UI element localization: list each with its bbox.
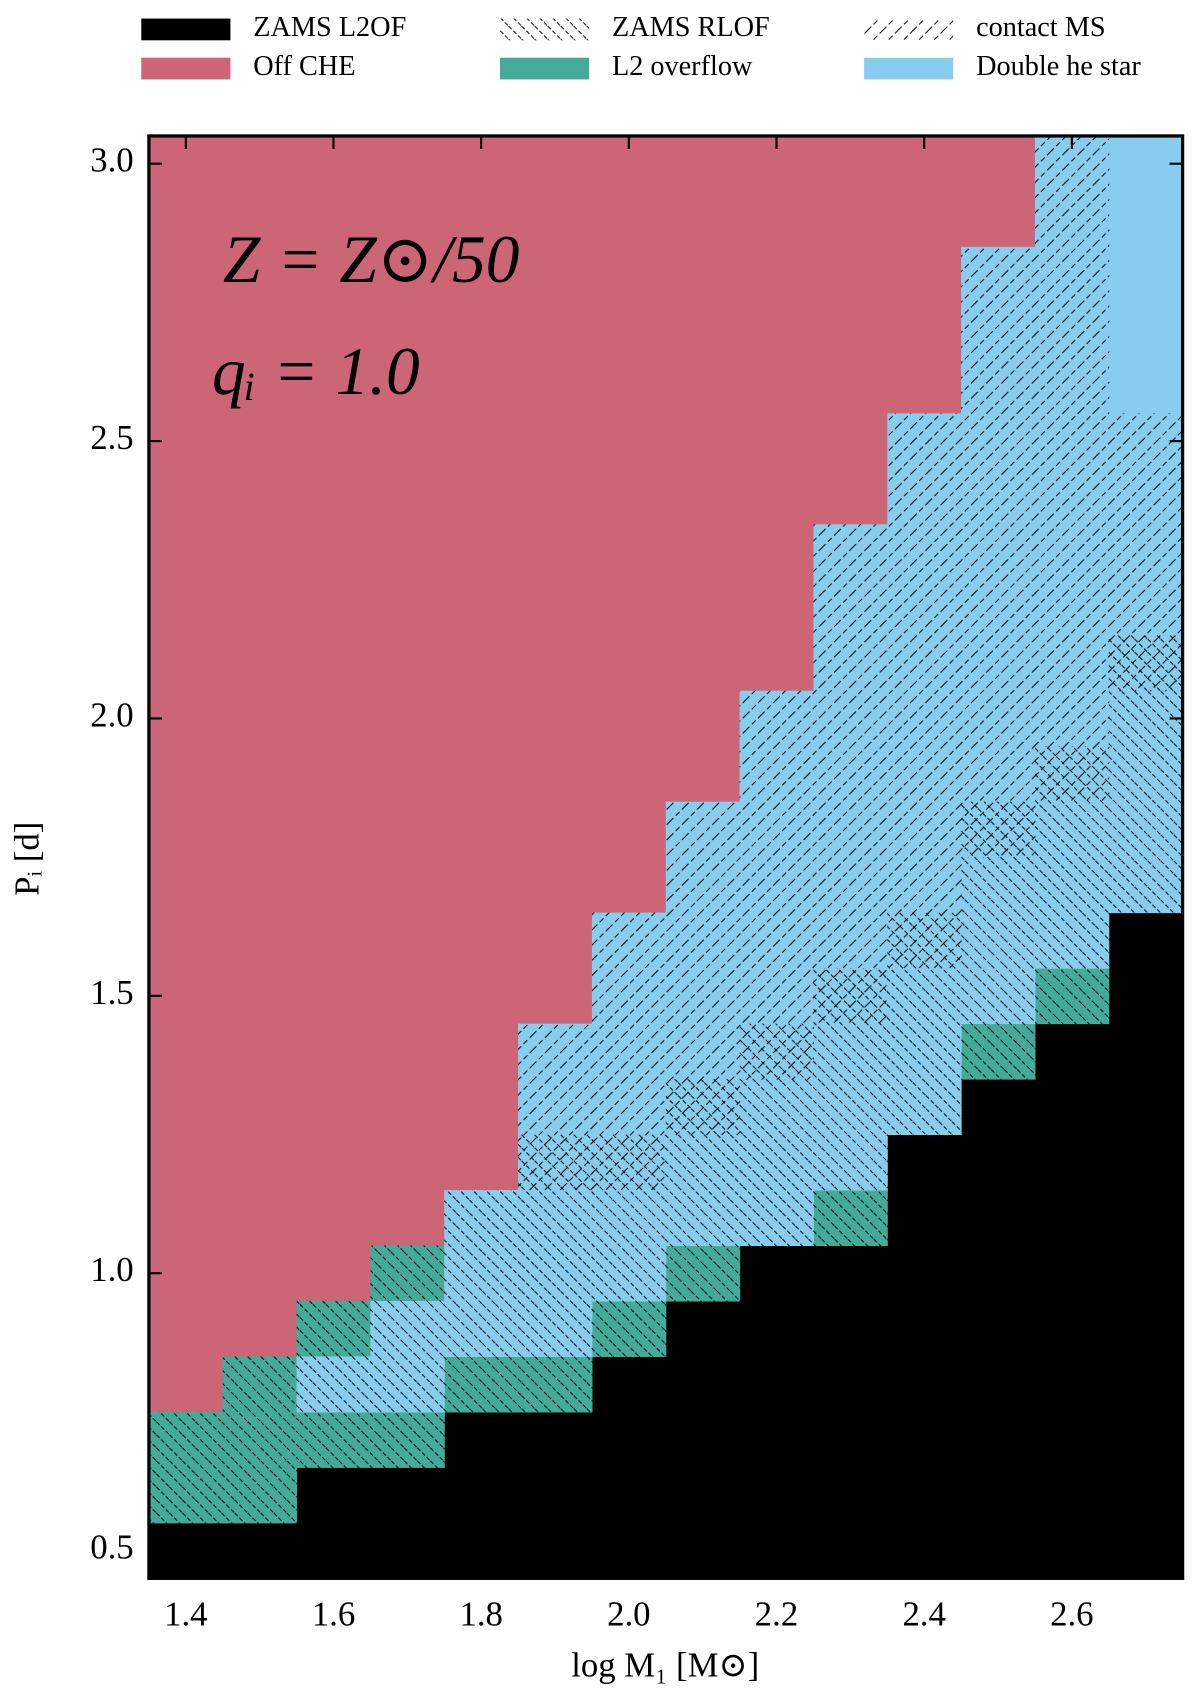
cell — [296, 1467, 371, 1579]
hatch-cell — [370, 1245, 445, 1468]
axes: 1.4 1.6 1.8 2.0 2.2 2.4 2.6 0.5 1.0 1.5 2.0 2.5 3.0 — [90, 135, 1183, 1633]
legend-swatch — [500, 18, 590, 41]
cell — [444, 135, 519, 1191]
cell — [148, 135, 224, 1413]
cell — [813, 1245, 888, 1579]
x-tick-label: 2.2 — [755, 1594, 798, 1633]
hatch-cell — [1108, 413, 1184, 692]
hatch-cell — [518, 1023, 593, 1191]
legend-swatch — [864, 57, 954, 80]
hatch-cell — [444, 1190, 519, 1413]
hatch-cell — [887, 413, 962, 969]
hatch-cell — [961, 246, 1036, 858]
cell — [813, 135, 888, 525]
plot-frame — [147, 134, 1185, 1580]
hatch-cell — [739, 690, 814, 1080]
legend-swatch — [141, 57, 231, 80]
cell — [739, 1245, 814, 1579]
cell — [665, 135, 741, 803]
x-axis-label: log M₁ [M⊙] — [571, 1646, 759, 1685]
y-axis-label: Pᵢ [d] — [7, 822, 46, 896]
cell — [591, 1356, 667, 1579]
cell — [222, 135, 298, 1357]
y-tick-label: 1.0 — [90, 1250, 133, 1289]
hatch-cell — [665, 801, 741, 1136]
legend-swatch — [864, 18, 954, 41]
cell — [1034, 1023, 1110, 1579]
y-tick-label: 0.5 — [90, 1528, 133, 1567]
cell — [518, 135, 593, 1025]
x-tick-label: 2.4 — [902, 1594, 945, 1633]
legend-label: Off CHE — [253, 51, 355, 82]
cell — [887, 135, 962, 414]
legend: ZAMS L2OF ZAMS RLOF contact MS Off CHE L2 ov… — [141, 12, 1141, 82]
x-tick-label: 1.8 — [459, 1594, 502, 1633]
x-tick-label: 1.6 — [312, 1594, 355, 1633]
cell — [222, 1522, 298, 1579]
hatch-cell — [591, 912, 667, 1191]
hatch-cell — [1034, 135, 1110, 803]
cell — [370, 1467, 445, 1579]
y-tick-label: 2.0 — [90, 695, 133, 734]
hatches — [148, 135, 1184, 1524]
y-tick-label: 1.5 — [90, 973, 133, 1012]
x-tick-label: 1.4 — [164, 1594, 207, 1633]
x-tick-label: 2.6 — [1050, 1594, 1093, 1633]
legend-label: L2 overflow — [612, 51, 753, 82]
cell — [370, 135, 445, 1247]
hatch-cell — [813, 524, 888, 1025]
cell — [591, 135, 667, 914]
cell — [518, 1411, 593, 1579]
cell — [887, 1134, 962, 1579]
hatch-cell — [296, 1300, 371, 1468]
x-tick-label: 2.0 — [607, 1594, 650, 1633]
legend-label: ZAMS L2OF — [253, 12, 406, 43]
legend-swatch — [141, 18, 231, 41]
cell — [739, 135, 814, 692]
cell — [961, 135, 1036, 248]
annotation: Z = Z⊙/50 — [223, 222, 520, 297]
legend-label: Double he star — [976, 51, 1141, 82]
annotation: qᵢ = 1.0 — [212, 334, 420, 409]
legend-label: contact MS — [976, 12, 1105, 43]
cell — [296, 135, 371, 1302]
y-tick-label: 3.0 — [90, 141, 133, 180]
cell — [1108, 912, 1184, 1579]
cell — [961, 1079, 1036, 1579]
cell — [444, 1411, 519, 1579]
cell — [665, 1300, 741, 1579]
hatch-cell — [148, 1411, 224, 1524]
legend-swatch — [500, 57, 590, 80]
legend-label: ZAMS RLOF — [612, 12, 770, 43]
hatch-cell — [222, 1356, 298, 1524]
y-tick-label: 2.5 — [90, 418, 133, 457]
